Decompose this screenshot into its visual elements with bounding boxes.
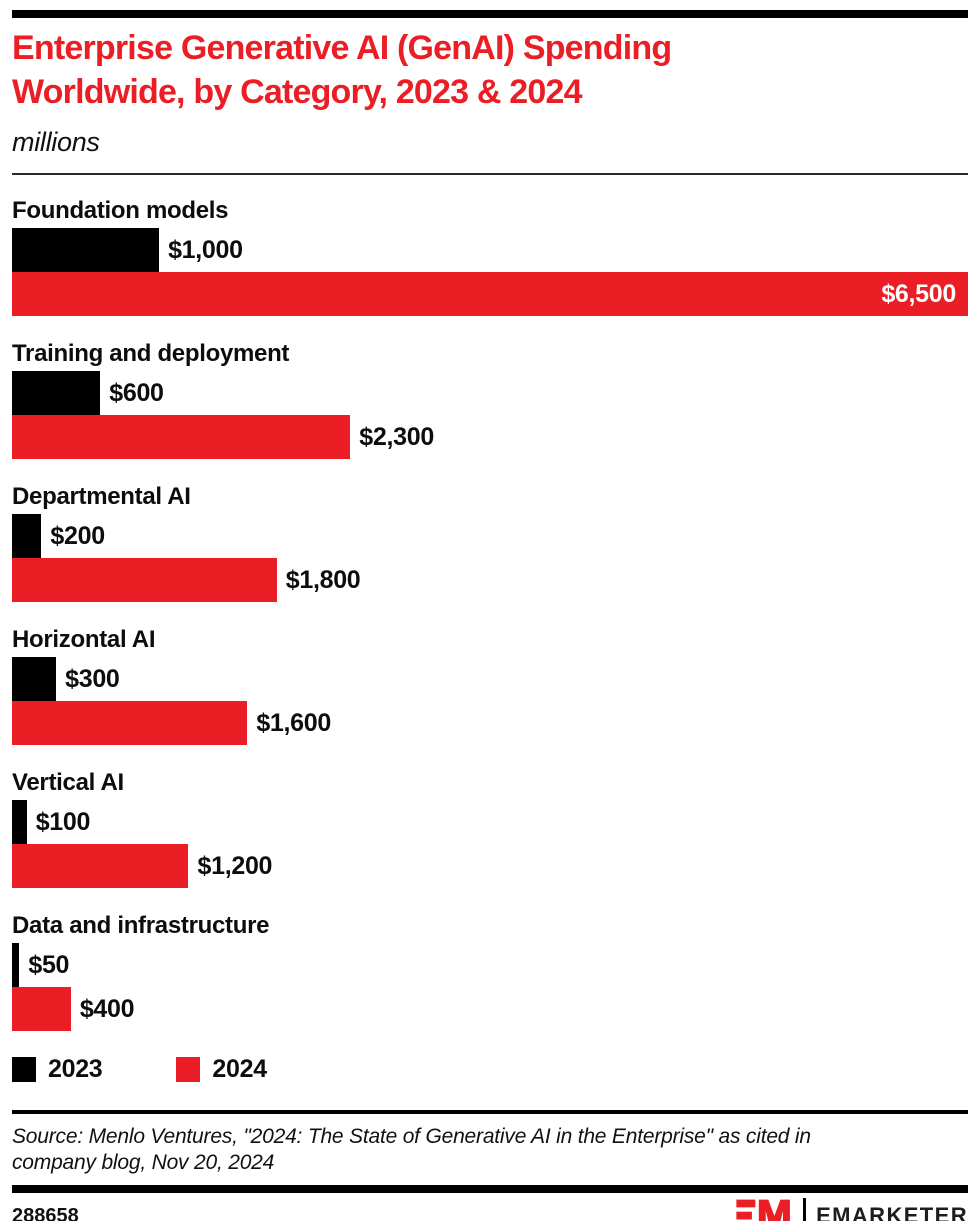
category-section-training-and-deployment: Training and deployment $600 $2,300: [12, 340, 968, 460]
bar-value-label: $1,600: [256, 708, 331, 737]
bar-row-2024: $1,200: [12, 844, 968, 889]
bar-value-label: $200: [50, 521, 105, 550]
bar-value-label: $2,300: [359, 422, 434, 451]
category-section-data-and-infrastructure: Data and infrastructure $50 $400: [12, 912, 968, 1032]
legend-label: 2024: [212, 1055, 267, 1084]
legend-swatch-2023: [12, 1057, 36, 1083]
top-rule: [12, 10, 968, 18]
category-section-foundation-models: Foundation models $1,000 $6,500: [12, 197, 968, 317]
bar-row-2024: $2,300: [12, 415, 968, 460]
category-section-horizontal-ai: Horizontal AI $300 $1,600: [12, 626, 968, 746]
bar-value-label: $1,000: [168, 235, 243, 264]
em-monogram-icon: [736, 1199, 790, 1221]
bar-row-2023: $300: [12, 657, 968, 702]
bar-2023-data-and-infrastructure: [12, 943, 20, 988]
units-note: millions: [12, 127, 100, 158]
bar-value-label: $400: [79, 994, 135, 1023]
category-label: Data and infrastructure: [12, 912, 270, 940]
bar-2023-horizontal-ai: [12, 657, 57, 702]
source-note: Source: Menlo Ventures, "2024: The State…: [12, 1125, 811, 1175]
bar-2024-data-and-infrastructure: [12, 987, 71, 1032]
category-label: Departmental AI: [12, 483, 191, 511]
bar-2023-foundation-models: [12, 228, 160, 273]
bar-value-label: $50: [28, 950, 70, 979]
category-section-vertical-ai: Vertical AI $100 $1,200: [12, 769, 968, 889]
category-label: Foundation models: [12, 197, 229, 225]
legend-label: 2023: [48, 1055, 103, 1084]
source-divider: [12, 1110, 968, 1115]
bar-row-2024: $1,600: [12, 701, 968, 746]
category-label: Vertical AI: [12, 769, 124, 797]
page-title: Enterprise Generative AI (GenAI) Spendin…: [12, 27, 968, 114]
bar-value-label: $1,800: [285, 565, 361, 594]
bar-2024-foundation-models: $6,500: [12, 272, 968, 317]
legend-item-2023: 2023: [12, 1055, 103, 1084]
bar-row-2023: $1,000: [12, 228, 968, 273]
bar-row-2024: $6,500: [12, 272, 968, 317]
category-label: Training and deployment: [12, 340, 290, 368]
bar-2024-horizontal-ai: [12, 701, 248, 746]
bar-row-2023: $200: [12, 514, 968, 559]
bar-value-label: $300: [65, 664, 120, 693]
bar-value-label: $1,200: [197, 851, 273, 880]
header-divider: [12, 173, 968, 176]
bar-row-2023: $50: [12, 943, 968, 988]
bar-row-2023: $100: [12, 800, 968, 845]
category-section-departmental-ai: Departmental AI $200 $1,800: [12, 483, 968, 603]
brand-divider: [803, 1198, 807, 1221]
bar-row-2024: $1,800: [12, 558, 968, 603]
title-line-1: Enterprise Generative AI (GenAI) Spendin…: [12, 29, 672, 67]
emarketer-brand: EMARKETER: [733, 1197, 968, 1221]
bar-row-2023: $600: [12, 371, 968, 416]
bar-2024-vertical-ai: [12, 844, 189, 889]
chart-id: 288658: [12, 1204, 79, 1221]
bar-2023-departmental-ai: [12, 514, 42, 559]
brand-name: EMARKETER: [816, 1203, 968, 1221]
bar-2023-vertical-ai: [12, 800, 27, 845]
legend: 2023 2024: [12, 1055, 968, 1084]
bar-value-label: $6,500: [881, 279, 956, 308]
bar-value-label: $600: [109, 378, 164, 407]
legend-item-2024: 2024: [176, 1055, 267, 1084]
footer: 288658 EMARKETER: [12, 1197, 968, 1221]
bar-2024-training-and-deployment: [12, 415, 351, 460]
bar-2024-departmental-ai: [12, 558, 277, 603]
title-line-2: Worldwide, by Category, 2023 & 2024: [12, 72, 583, 111]
bar-row-2024: $400: [12, 987, 968, 1032]
chart-page: Enterprise Generative AI (GenAI) Spendin…: [0, 10, 980, 1221]
footer-rule: [12, 1185, 968, 1194]
bar-value-label: $100: [35, 807, 91, 836]
legend-swatch-2024: [176, 1057, 201, 1083]
bar-2023-training-and-deployment: [12, 371, 101, 416]
bar-chart: Foundation models $1,000 $6,500 Training…: [12, 197, 968, 1032]
category-label: Horizontal AI: [12, 626, 156, 654]
